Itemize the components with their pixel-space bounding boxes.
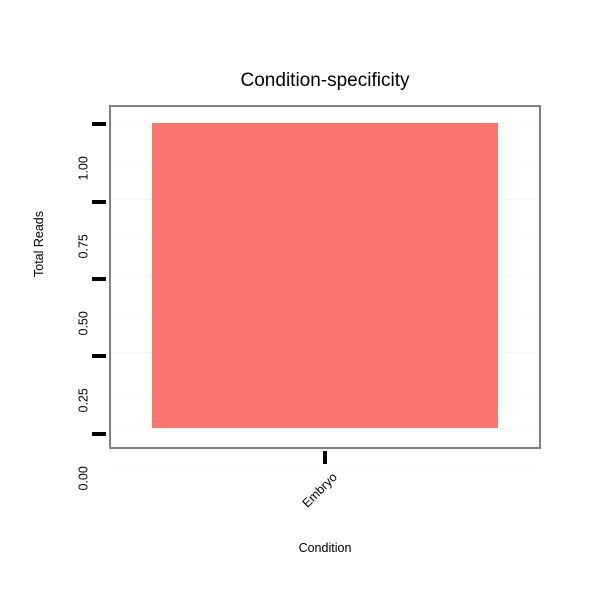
bar-embryo[interactable] <box>152 123 498 428</box>
plot-panel <box>109 105 541 472</box>
y-axis-title: Total Reads <box>32 210 46 277</box>
y-tick-label-2: 0.50 <box>76 311 91 336</box>
y-tick-label-1: 0.25 <box>76 388 91 413</box>
y-tick-label-4: 1.00 <box>76 156 91 181</box>
y-tick-label-0: 0.00 <box>76 466 91 491</box>
y-tick-mark-0 <box>92 432 106 436</box>
y-tick-mark-1 <box>92 354 106 358</box>
y-tick-mark-3 <box>92 200 106 204</box>
chart-title: Condition-specificity <box>240 70 410 91</box>
x-axis-title: Condition <box>298 541 352 555</box>
panel-inner <box>111 107 539 472</box>
x-tick-mark-0 <box>323 451 327 464</box>
gridline-major-0 <box>111 428 539 429</box>
y-tick-mark-2 <box>92 277 106 281</box>
gridline-minor-0 <box>111 471 539 472</box>
y-tick-label-3: 0.75 <box>76 234 91 259</box>
y-tick-mark-4 <box>92 122 106 126</box>
x-tick-label-embryo: Embryo <box>299 470 340 511</box>
